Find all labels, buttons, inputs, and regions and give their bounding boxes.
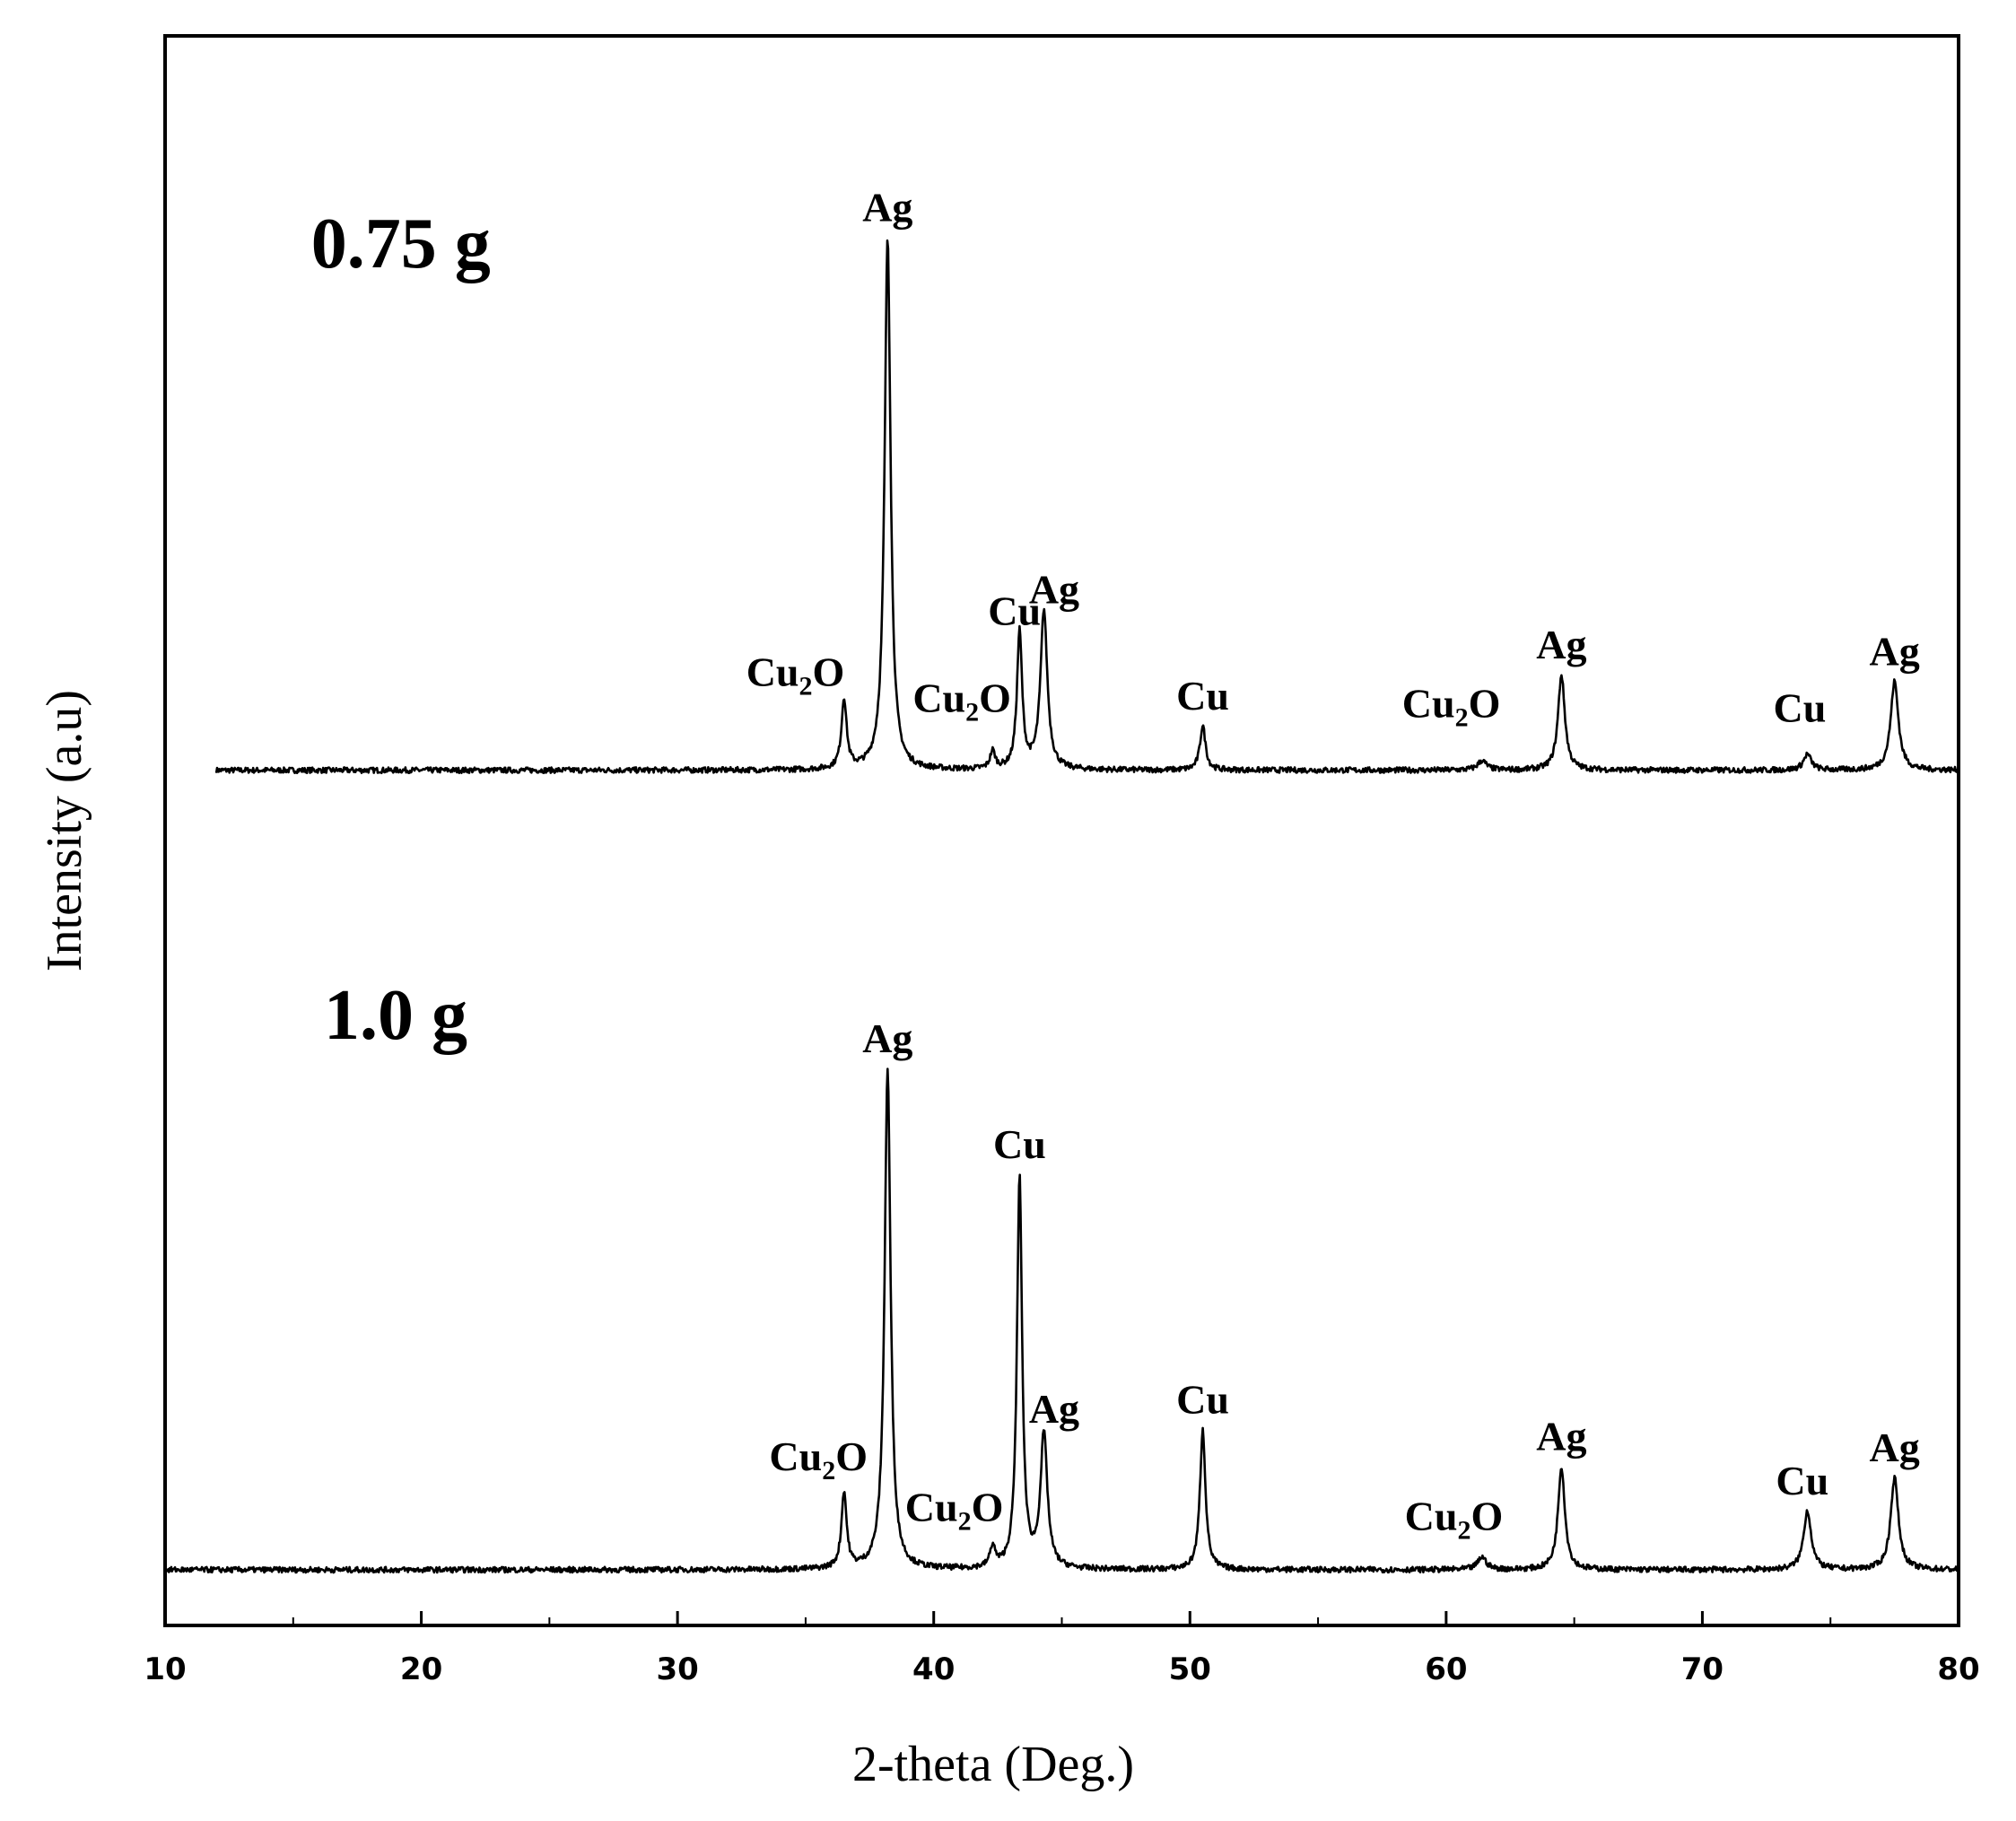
peak-label-0-4: Ag <box>1029 567 1079 613</box>
peak-label-0-9: Ag <box>1869 628 1919 674</box>
series-name-1: 1.0 g <box>324 976 467 1055</box>
x-tick-label-10: 10 <box>144 1651 186 1687</box>
peak-label-1-4: Ag <box>1029 1386 1079 1432</box>
peak-label-1-9: Ag <box>1869 1425 1919 1470</box>
x-tick-label-60: 60 <box>1425 1651 1467 1687</box>
peak-label-0-8: Cu <box>1774 685 1827 731</box>
peak-label-1-2: Cu2O <box>905 1485 1004 1537</box>
peak-label-0-1: Ag <box>862 184 912 230</box>
series-curves <box>163 239 1959 1574</box>
x-tick-label-30: 30 <box>656 1651 698 1687</box>
y-axis-title: Intensity (a.u) <box>37 690 92 971</box>
peak-label-1-3: Cu <box>993 1121 1046 1167</box>
x-tick-label-20: 20 <box>400 1651 442 1687</box>
peak-label-0-2: Cu2O <box>912 675 1011 727</box>
peak-label-0-5: Cu <box>1176 673 1229 719</box>
series-line-1 <box>163 1067 1959 1574</box>
peak-label-1-1: Ag <box>862 1015 912 1061</box>
series-line-0 <box>214 239 1959 774</box>
x-tick-label-80: 80 <box>1937 1651 1979 1687</box>
peak-label-1-6: Cu2O <box>1405 1493 1504 1545</box>
peak-label-1-7: Ag <box>1536 1414 1586 1459</box>
x-axis-title: 2-theta (Deg.) <box>852 1737 1134 1792</box>
x-tick-label-40: 40 <box>912 1651 955 1687</box>
peak-label-1-5: Cu <box>1176 1377 1229 1423</box>
peak-label-1-8: Cu <box>1776 1458 1828 1503</box>
peak-label-1-0: Cu2O <box>769 1433 868 1486</box>
peak-label-0-3: Cu <box>988 588 1041 634</box>
x-axis-ticks: 10 20 30 40 50 60 70 80 <box>144 1611 1980 1687</box>
peak-label-0-6: Cu2O <box>1402 681 1501 733</box>
peak-label-0-0: Cu2O <box>746 649 845 701</box>
x-tick-label-50: 50 <box>1169 1651 1211 1687</box>
series-names: 0.75 g 1.0 g <box>311 205 491 1055</box>
peak-label-0-7: Ag <box>1536 622 1586 667</box>
series-name-0: 0.75 g <box>311 205 491 283</box>
x-tick-label-70: 70 <box>1681 1651 1724 1687</box>
